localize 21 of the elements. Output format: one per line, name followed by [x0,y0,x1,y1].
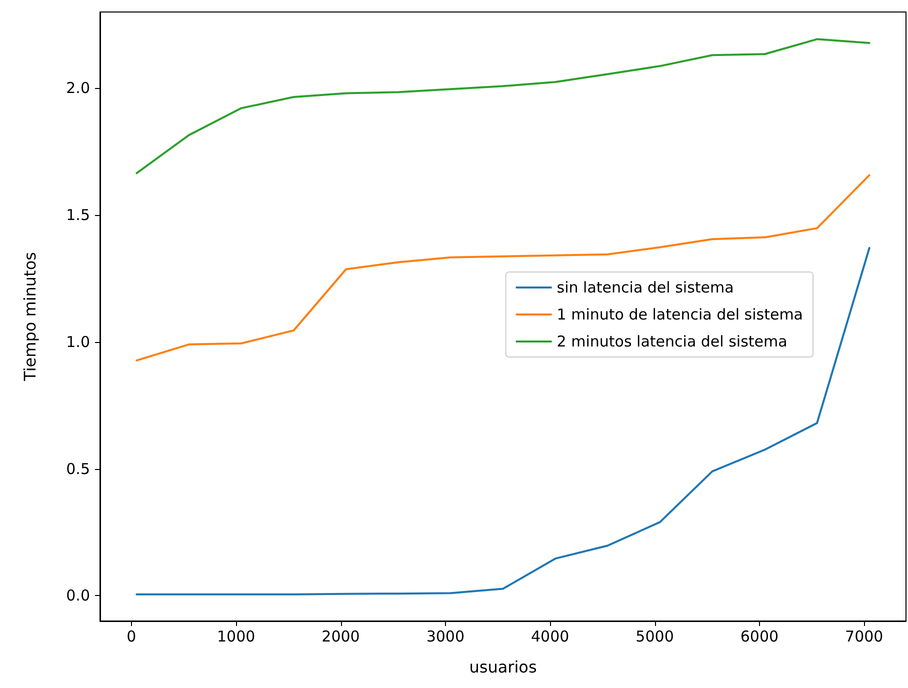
x-axis-title: usuarios [469,658,537,676]
legend-label: sin latencia del sistema [556,278,734,296]
line-series [136,246,870,596]
line-series [136,38,870,174]
x-tick-label: 4000 [531,628,570,646]
y-tick-label: 2.0 [66,79,90,98]
y-tick-label: 1.5 [66,206,90,224]
x-tick-label: 6000 [740,628,779,646]
x-tick-label: 1000 [216,628,256,646]
y-tick-label: 0.0 [66,586,90,605]
x-tick-label: 5000 [636,628,674,646]
y-tick-label: 1.0 [66,332,90,351]
x-tick-label: 3000 [426,628,465,646]
x-tick-label: 2000 [322,628,360,646]
x-tick-label: 7000 [845,628,884,646]
legend-label: 1 minuto de latencia del sistema [556,306,804,324]
line-series [136,174,870,362]
y-tick-label: 0.5 [66,460,90,478]
legend-label: 2 minutos latencia del sistema [556,332,788,350]
y-axis-title: Tiempo minutos [20,252,40,382]
x-tick-label: 0 [126,628,136,646]
